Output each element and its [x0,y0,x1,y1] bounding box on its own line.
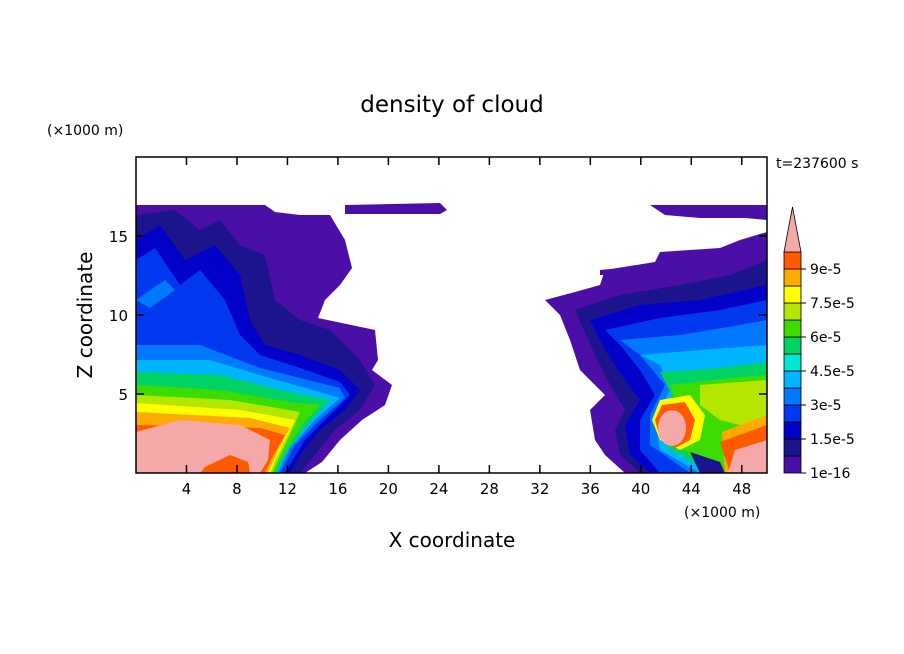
x-tick-label: 8 [232,480,242,498]
chart-title: density of cloud [360,92,543,118]
colorbar-label: 7.5e-5 [810,296,855,312]
x-tick-label: 20 [379,480,398,498]
colorbar-label: 6e-5 [810,330,841,346]
colorbar-label: 1.5e-5 [810,432,855,448]
x-tick-label: 12 [278,480,297,498]
x-tick-label: 28 [480,480,499,498]
colorbar-box [783,455,802,474]
time-annotation: t=237600 s [776,156,858,172]
y-unit: (×1000 m) [47,123,123,139]
contour-region [136,395,705,473]
colorbar-box [783,370,802,389]
y-tick-label: 10 [109,307,128,325]
colorbar-label: 4.5e-5 [810,364,855,380]
colorbar-label: 1e-16 [810,466,850,482]
colorbar-box [783,268,802,287]
x-tick-label: 48 [732,480,751,498]
x-tick-label: 4 [182,480,192,498]
colorbar-box [783,353,802,372]
colorbar-label: 9e-5 [810,262,841,278]
x-axis-label: X coordinate [389,528,516,552]
colorbar-box [783,421,802,440]
y-tick-label: 5 [118,386,128,404]
colorbar-box [783,302,802,321]
x-tick-label: 32 [530,480,549,498]
colorbar-box [783,387,802,406]
colorbar-box [783,336,802,355]
x-tick-label: 24 [429,480,448,498]
colorbar-box [783,285,802,304]
colorbar-extension [783,206,802,253]
x-tick-label: 36 [581,480,600,498]
contour-field [136,203,767,473]
y-axis-label: Z coordinate [73,252,97,379]
y-tick-label: 15 [109,228,128,246]
contour-region [136,410,767,473]
colorbar-box [783,404,802,423]
colorbar-box [783,438,802,457]
x-unit: (×1000 m) [684,505,760,521]
x-tick-label: 16 [328,480,347,498]
contour-region [690,452,725,473]
colorbar-label: 3e-5 [810,398,841,414]
x-tick-label: 40 [631,480,650,498]
colorbar-box [783,319,802,338]
x-tick-label: 44 [682,480,701,498]
colorbar-box [783,251,802,270]
